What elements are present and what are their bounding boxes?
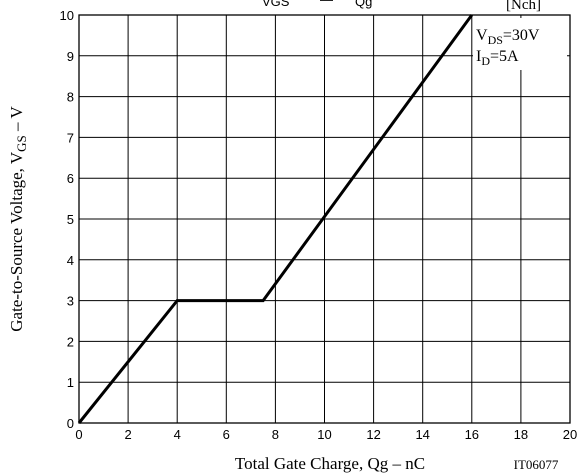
y-tick-label: 1: [67, 375, 74, 390]
condition-vds: VDS=30V: [476, 27, 540, 47]
x-tick-label: 2: [124, 427, 131, 442]
chart-title-separator: —: [320, 0, 333, 7]
vgs-vs-qg-curve: [77, 14, 474, 424]
x-tick-label: 20: [563, 427, 577, 442]
x-tick-label: 4: [174, 427, 181, 442]
y-tick-label: 8: [67, 90, 74, 105]
figure-id: IT06077: [514, 457, 559, 472]
x-axis-label: Total Gate Charge, Qg – nC: [235, 454, 425, 473]
y-tick-label: 6: [67, 171, 74, 186]
y-tick-label: 5: [67, 212, 74, 227]
x-tick-label: 12: [366, 427, 380, 442]
y-tick-label: 10: [60, 8, 74, 23]
chart-title-vgs: VGS: [262, 0, 290, 9]
conditions-box: [473, 18, 567, 70]
y-tick-label: 2: [67, 334, 74, 349]
chart-title-qg: Qg: [355, 0, 372, 9]
part-type-tag: [Nch]: [506, 0, 541, 13]
condition-id: ID=5A: [476, 48, 519, 68]
series-layer: [77, 14, 474, 424]
x-tick-label: 0: [75, 427, 82, 442]
y-tick-label: 0: [67, 416, 74, 431]
y-axis-label: Gate-to-Source Voltage, VGS – V: [7, 106, 29, 332]
y-tick-label: 3: [67, 294, 74, 309]
y-tick-label: 9: [67, 49, 74, 64]
x-tick-label: 10: [317, 427, 331, 442]
plot-frame: [78, 14, 571, 424]
y-tick-label: 7: [67, 130, 74, 145]
x-tick-label: 14: [415, 427, 429, 442]
x-tick-label: 6: [223, 427, 230, 442]
y-tick-label: 4: [67, 253, 74, 268]
x-tick-label: 16: [465, 427, 479, 442]
x-tick-label: 18: [514, 427, 528, 442]
x-tick-label: 8: [272, 427, 279, 442]
